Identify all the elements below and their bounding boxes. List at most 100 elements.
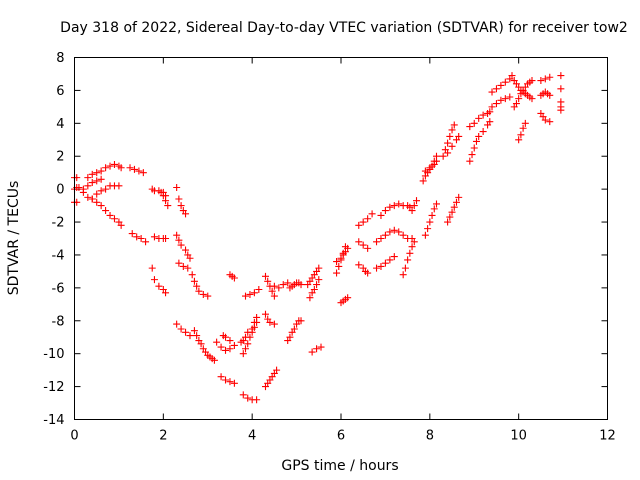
data-point [150,233,158,241]
data-point [242,333,250,341]
data-point [335,262,343,270]
series-track-18 [213,338,238,354]
x-tick-label: 8 [426,429,434,444]
data-point [452,198,460,206]
data-point [506,93,514,101]
data-point [448,142,456,150]
data-point [373,238,381,246]
data-point [432,200,440,208]
data-point [528,77,536,85]
data-point [450,121,458,129]
data-point [182,210,190,218]
data-point [88,170,96,178]
data-point [253,313,261,321]
series-track-17 [190,327,218,364]
series-track-19 [217,373,238,387]
series-track-13 [173,183,190,218]
data-point [404,256,412,264]
data-point [290,325,298,333]
data-point [315,264,323,272]
series-track-11 [150,233,170,242]
data-point [399,271,407,279]
data-point [395,228,403,236]
data-point [264,277,272,285]
data-point [364,269,372,277]
data-point [188,271,196,279]
data-point [470,119,478,127]
data-point [317,343,325,351]
data-point [84,193,92,201]
data-point [242,292,250,300]
series-track-07 [126,164,147,177]
data-point [455,132,463,140]
series-track-05 [79,175,105,193]
data-point [244,340,252,348]
data-point [106,162,114,170]
data-point [515,136,523,144]
data-point [275,284,283,292]
y-tick-label: 8 [56,51,64,66]
data-point [244,394,252,402]
y-tick-label: 6 [56,84,64,99]
data-point [313,281,321,289]
data-point [390,253,398,261]
data-point [308,348,316,356]
data-point [210,356,218,364]
y-tick-label: -2 [52,216,65,231]
data-point [386,256,394,264]
data-point [162,235,170,242]
data-point [142,238,150,246]
data-point [197,340,205,348]
data-point [364,244,372,252]
data-point [217,373,225,381]
data-point [173,320,181,328]
data-point [448,126,456,134]
series-track-59 [537,109,554,126]
data-point [270,292,278,300]
data-point [186,254,194,262]
series-track-08 [128,230,150,246]
data-point [497,81,505,89]
data-point [242,345,250,353]
data-point [177,325,185,333]
data-point [359,241,367,249]
data-point [408,243,416,251]
data-point [217,343,225,351]
data-point [488,103,496,111]
data-point [97,202,105,210]
data-point [173,183,181,191]
data-point [106,211,114,219]
series-track-44 [404,197,421,215]
data-point [110,160,118,168]
data-point [250,289,258,297]
data-point [204,292,212,300]
data-point [373,264,381,272]
data-point [115,182,123,190]
data-point [430,205,438,213]
series-track-25 [242,286,263,300]
series-track-32 [306,276,323,302]
data-point [193,282,201,290]
data-point [310,286,318,294]
data-point [162,289,170,297]
data-point [222,346,230,354]
data-point [333,258,341,266]
x-tick-label: 0 [70,429,78,444]
y-tick-label: -6 [52,281,65,296]
data-point [386,228,394,236]
y-tick-label: -8 [52,314,65,329]
data-point [193,332,201,340]
data-point [381,259,389,267]
data-point [537,77,545,85]
data-point [364,215,372,223]
data-point [508,72,516,80]
data-point [444,149,452,157]
data-point [266,318,274,326]
series-track-16 [173,320,194,340]
data-point [410,202,418,210]
data-point [528,95,536,103]
data-point [270,282,278,290]
data-point [126,164,134,172]
data-point [492,100,500,108]
data-point [88,195,96,203]
